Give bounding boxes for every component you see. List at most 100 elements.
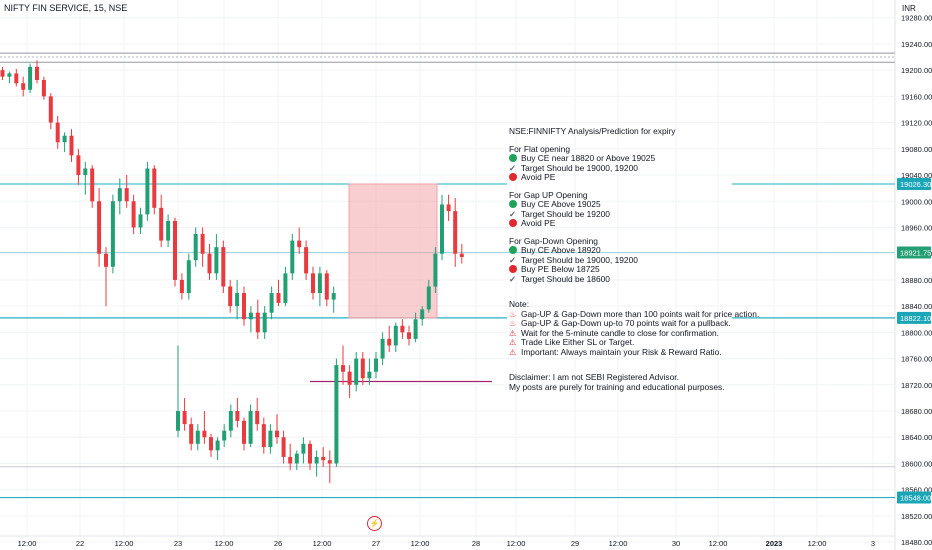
gapdown-line-2: Target Should be 19000, 19200 [521,254,638,265]
candle-body [407,332,411,339]
candle-body [76,155,81,176]
candle-body [138,214,143,228]
check-mark-icon: ✓ [509,254,517,265]
candle-body [159,207,164,241]
x-tick-label: 2023 [766,539,783,548]
x-tick-label: 30 [672,539,680,548]
candle-body [413,319,418,339]
y-tick-label: 18480.00 [901,538,932,547]
red-circle-icon [509,219,517,227]
candle-body [446,204,451,212]
x-tick-label: 12:00 [313,539,332,548]
price-badge [897,178,931,191]
flat-line-3: Avoid PE [521,172,556,182]
price-badge-label: 18822.10 [900,314,931,323]
candle-body [235,293,240,307]
x-tick-label: 12:00 [709,539,728,548]
price-badge [897,311,931,324]
x-tick-label: 3 [871,539,875,548]
y-tick-label: 18840.00 [901,302,932,311]
gapup-line-1: Buy CE Above 19025 [521,199,601,209]
candle-body [321,456,326,461]
candle-body [189,424,194,444]
candle-body [440,204,444,254]
candle-body [301,443,306,454]
price-badge-label: 18548.00 [900,494,931,503]
fire-icon: ♨ [509,309,517,319]
candle-body [283,273,288,303]
y-tick-label: 18800.00 [901,328,932,337]
gapdown-line-4: Target Should be 18600 [521,273,610,284]
candle-body [255,411,260,425]
red-circle-icon [509,173,517,181]
note-title: Note: [509,299,530,309]
y-tick-label: 18880.00 [901,276,932,285]
y-tick-label: 19120.00 [901,119,932,128]
candle-body [235,411,240,421]
price-badge-label: 19026.30 [900,180,931,189]
green-circle-icon [509,154,517,162]
candle-body [166,220,171,241]
candle-body [331,293,336,300]
candle-body [195,430,200,444]
candle-body [104,253,108,267]
candle-body [304,247,309,274]
x-tick-label: 12:00 [507,539,526,548]
candle-body [131,201,136,228]
flat-title: For Flat opening [509,143,570,154]
x-tick-label: 23 [174,539,182,548]
candle-body [222,430,227,441]
y-tick-label: 18640.00 [901,433,932,442]
candle-body [314,456,319,464]
gapdown-line-3: Buy PE Below 18725 [521,264,600,274]
candle-body [209,437,213,451]
candle-body [341,365,345,372]
y-tick-label: 19280.00 [901,14,932,23]
x-tick-label: 12:00 [609,539,628,548]
flat-line-2: Target Should be 19000, 19200 [521,162,638,173]
warning-icon: ⚠ [509,338,517,347]
x-tick-label: 12:00 [411,539,430,548]
candle-body [242,420,246,444]
candle-body [228,286,233,307]
lightning-icon[interactable]: ⚡ [367,516,382,531]
candle-body [35,66,39,80]
y-tick-label: 19160.00 [901,92,932,101]
candle-body [221,247,226,287]
y-tick-label: 18720.00 [901,381,932,390]
x-tick-label: 29 [571,539,579,548]
note-intro: NSE:FINNIFTY Analysis/Prediction for exp… [509,126,676,136]
candle-body [317,273,322,294]
candle-body [69,135,74,156]
candle-body [110,201,115,267]
candle-body [281,437,286,457]
candle-body [248,312,253,320]
gapup-line-2: Target Should be 19200 [521,208,610,219]
candle-body [145,168,150,215]
note-line-5: Important: Always maintain your Risk & R… [521,346,722,357]
red-circle-icon [509,265,517,273]
candle-body [207,253,212,274]
check-mark-icon: ✓ [509,273,517,284]
candle-body [83,168,88,176]
y-tick-label: 18560.00 [901,486,932,495]
candle-body [297,240,302,248]
y-tick-label: 19080.00 [901,145,932,154]
y-tick-label: 18520.00 [901,512,932,521]
candle-body [387,338,392,346]
candle-body [367,371,372,379]
check-mark-icon: ✓ [509,208,517,219]
candle-body [97,201,102,254]
gapdown-line-1: Buy CE Above 18920 [521,245,601,255]
candle-body [433,253,438,287]
analysis-note: NSE:FINNIFTY Analysis/Prediction for exp… [509,126,759,392]
candle-body [255,312,260,333]
price-badge [897,491,931,504]
candle-body [262,312,267,333]
candle-body [152,168,157,208]
highlight-zone [348,183,438,319]
warning-icon: ⚠ [509,328,517,338]
candle-body [14,73,19,84]
